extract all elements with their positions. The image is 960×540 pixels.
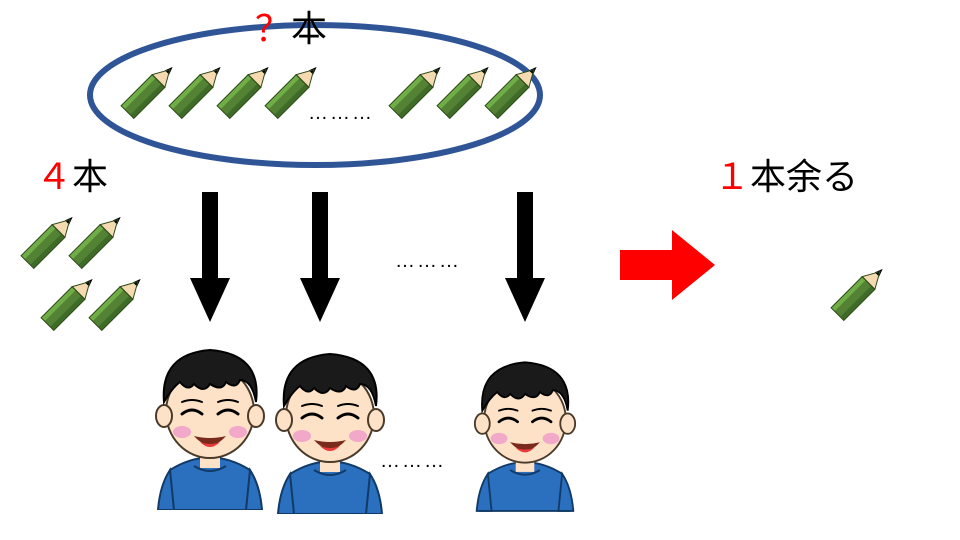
top-question-mark: ？	[255, 8, 291, 49]
boy-3	[460, 352, 590, 512]
arrow-right-icon	[620, 230, 715, 300]
ellipsis-arrows: ………	[395, 250, 461, 273]
right-remainder-text: 本余る	[750, 156, 858, 197]
right-remainder-number: １	[714, 156, 750, 197]
top-question-label: ？本	[255, 0, 327, 52]
ellipsis-boys: ………	[380, 450, 446, 473]
top-unit: 本	[291, 8, 327, 49]
left-count-unit: 本	[72, 156, 108, 197]
pencil-remainder	[816, 246, 915, 345]
boy-1	[140, 340, 280, 510]
left-count-label: ４本	[36, 148, 108, 200]
arrow-down-2	[300, 192, 340, 322]
left-count-number: ４	[36, 156, 72, 197]
arrow-down-3	[505, 192, 545, 322]
ellipsis-top: ………	[308, 102, 374, 125]
right-remainder-label: １本余る	[714, 148, 858, 200]
boy-2	[260, 344, 400, 514]
arrow-down-1	[190, 192, 230, 322]
